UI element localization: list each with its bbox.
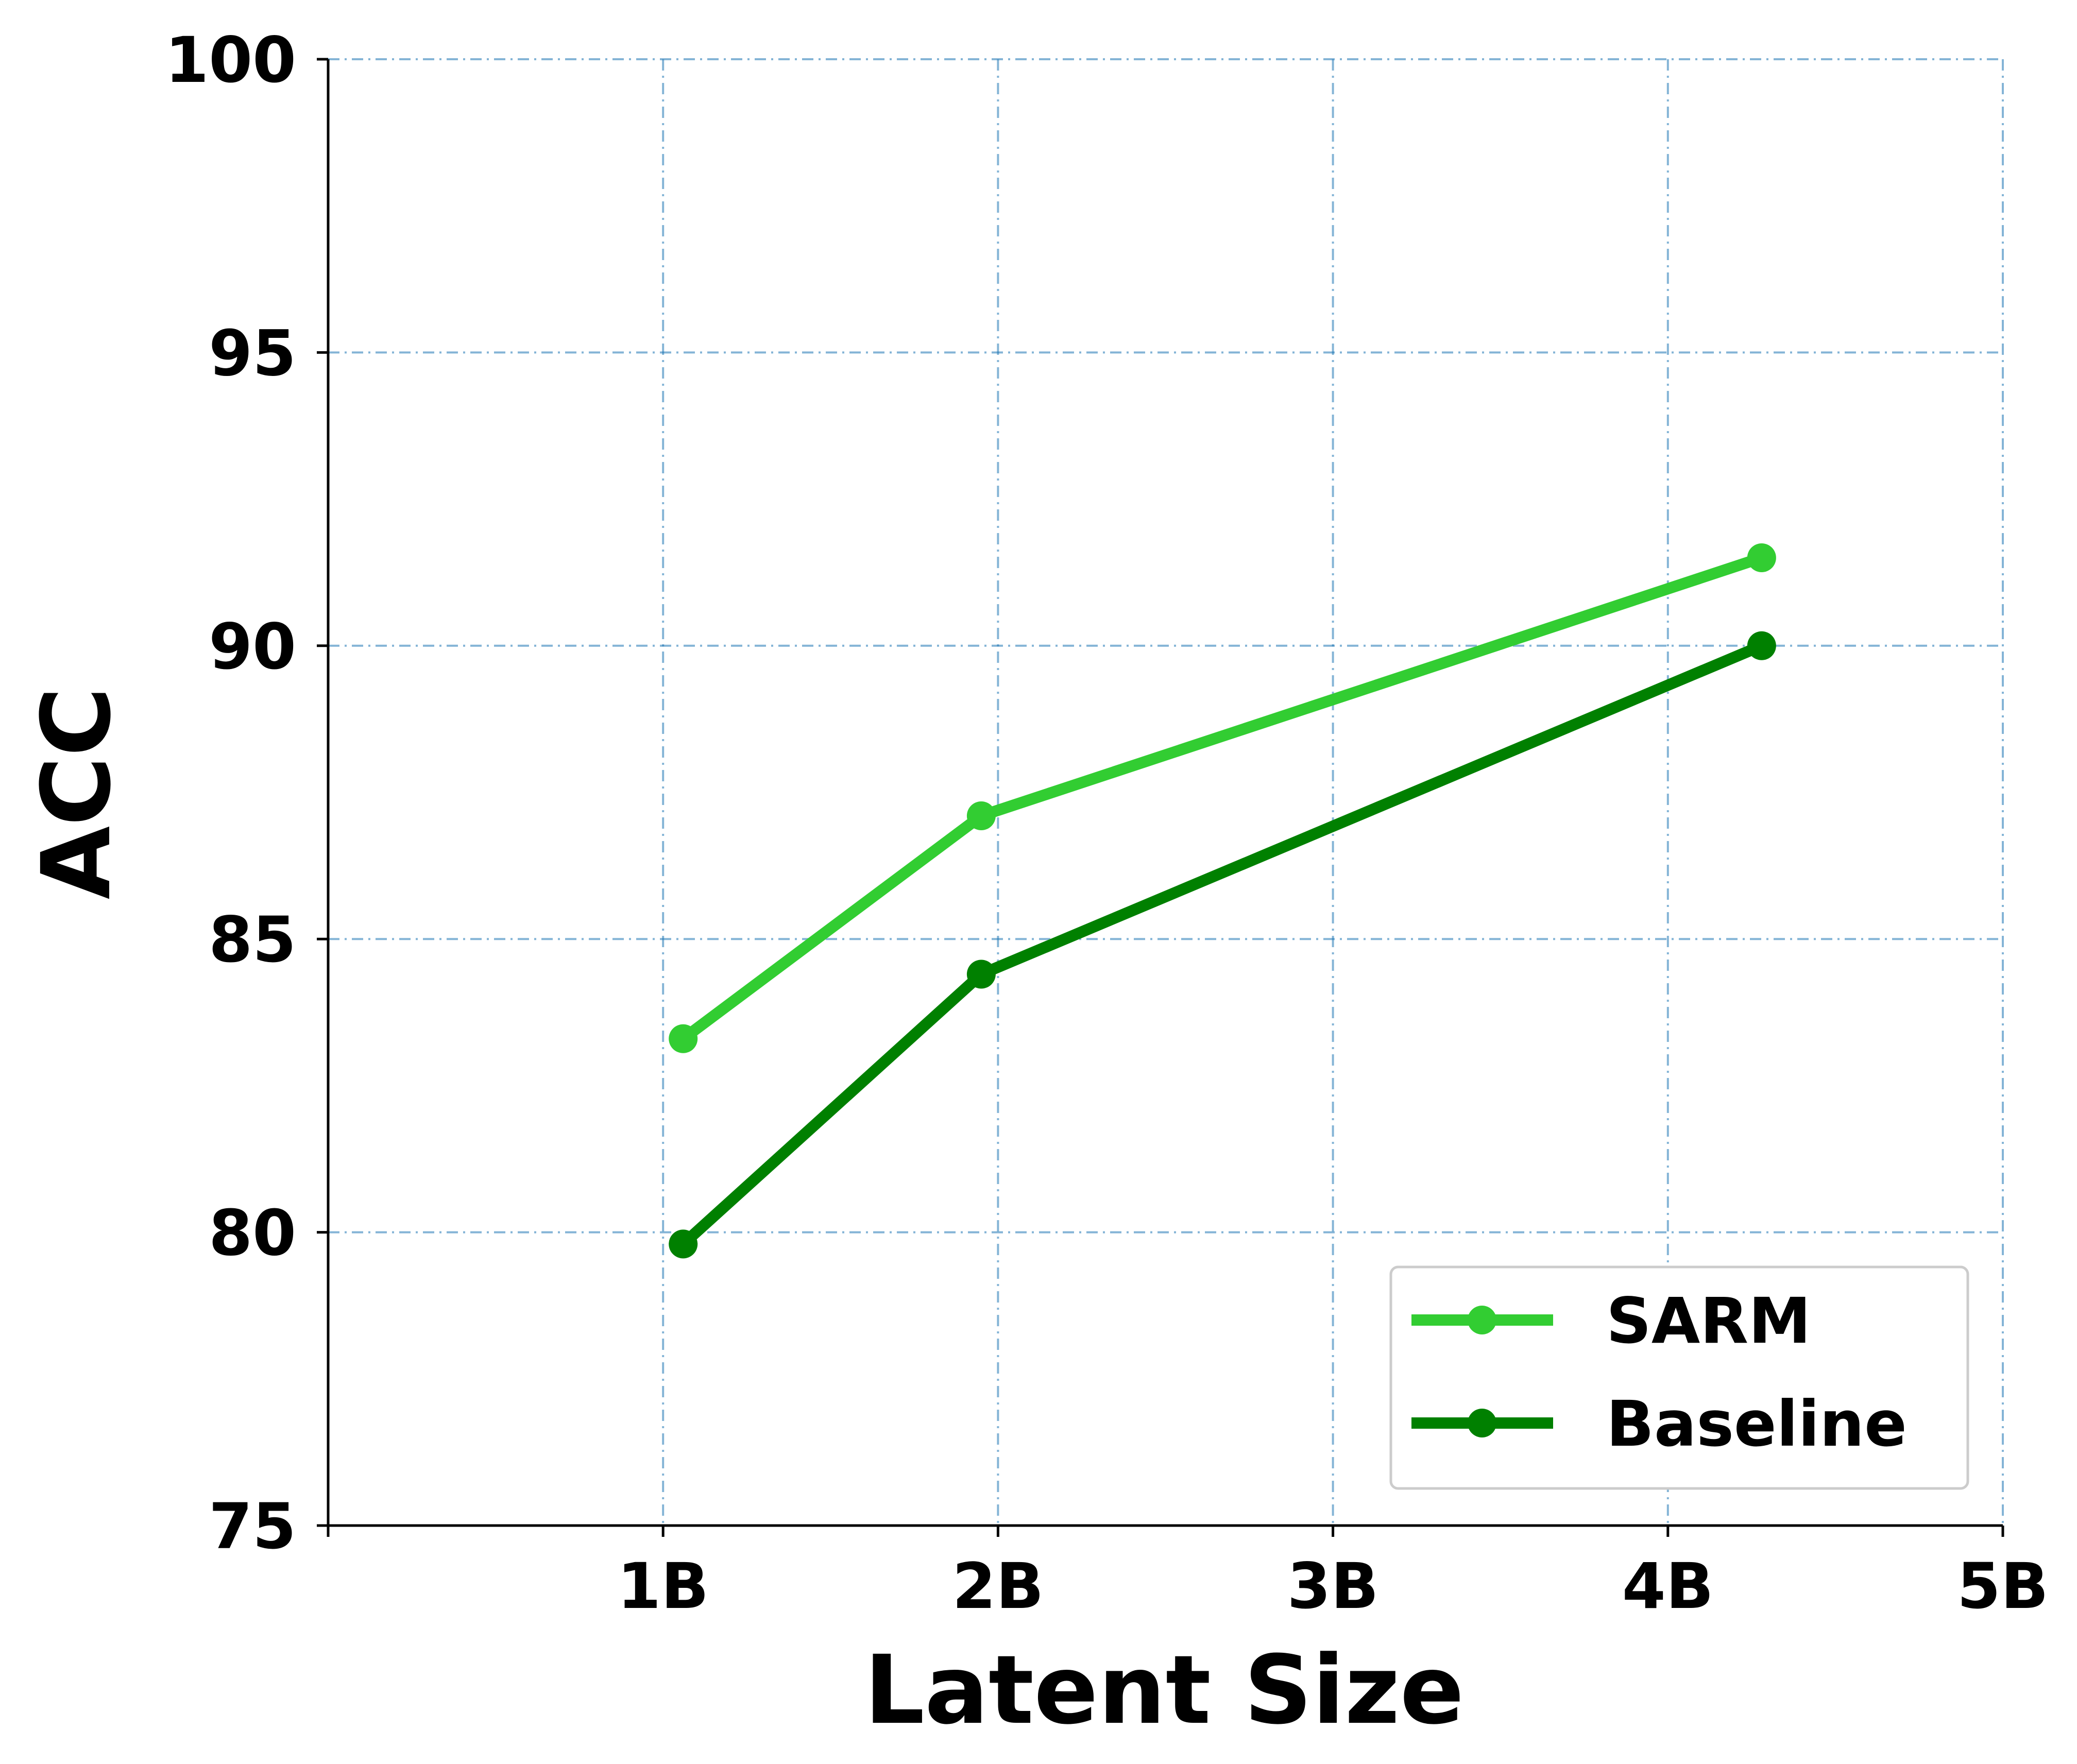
y-axis-label: ACC xyxy=(22,687,132,899)
legend-marker-baseline xyxy=(1468,1409,1496,1437)
series xyxy=(669,543,1776,1259)
data-point-baseline xyxy=(1747,631,1776,660)
data-point-sarm xyxy=(966,801,996,831)
data-point-sarm xyxy=(669,1024,698,1053)
series-line-sarm xyxy=(677,552,1767,1044)
legend: SARM Baseline xyxy=(1389,1265,1969,1490)
y-tick-label: 75 xyxy=(209,1490,296,1563)
y-tick-label: 90 xyxy=(209,610,296,683)
x-axis-label: Latent Size xyxy=(864,1635,1465,1745)
y-tick-label: 80 xyxy=(209,1197,296,1270)
x-tick-label: 5B xyxy=(1957,1550,2049,1623)
series-sarm xyxy=(669,543,1776,1053)
y-tick-label: 85 xyxy=(209,903,296,977)
y-tick-label: 100 xyxy=(165,24,296,97)
x-tick-label: 2B xyxy=(952,1550,1044,1623)
legend-label-sarm: SARM xyxy=(1606,1285,1811,1358)
legend-label-baseline: Baseline xyxy=(1606,1388,1907,1461)
y-tick-label: 95 xyxy=(209,317,296,390)
ticks: 1B 2B 3B 4B 5B 75 80 85 90 95 100 xyxy=(165,24,2049,1623)
x-tick-label: 1B xyxy=(617,1550,709,1623)
x-tick-label: 3B xyxy=(1287,1550,1379,1623)
x-tick-label: 4B xyxy=(1622,1550,1714,1623)
data-point-baseline xyxy=(669,1229,698,1259)
legend-marker-sarm xyxy=(1468,1306,1496,1334)
grid xyxy=(328,58,2004,1526)
data-point-baseline xyxy=(966,960,996,989)
series-baseline xyxy=(669,631,1776,1259)
data-point-sarm xyxy=(1747,543,1776,572)
axes xyxy=(327,59,2003,1527)
